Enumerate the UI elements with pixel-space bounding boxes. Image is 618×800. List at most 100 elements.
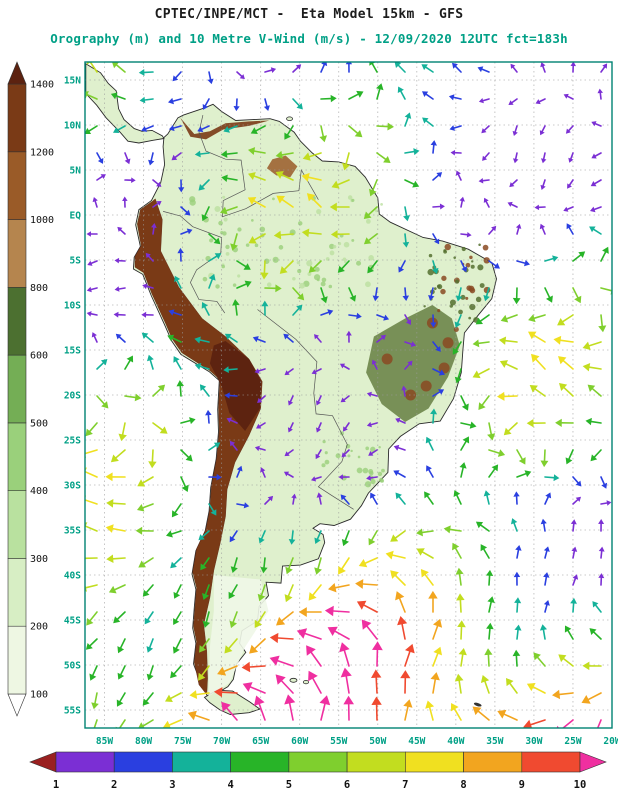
wind-arrow-shaft bbox=[482, 98, 490, 102]
wind-arrow-head bbox=[108, 585, 117, 594]
lon-tick-label: 55W bbox=[330, 736, 347, 747]
wind-arrow-head bbox=[208, 273, 216, 281]
wind-arrow-shaft bbox=[201, 665, 210, 677]
wind-arrow-head bbox=[186, 228, 193, 235]
wind-arrow-shaft bbox=[86, 93, 98, 100]
wind-arrow-shaft bbox=[194, 714, 210, 721]
wind-arrow-shaft bbox=[404, 287, 407, 297]
wind-arrow-shaft bbox=[516, 472, 527, 478]
lat-tick-label: 40S bbox=[64, 571, 81, 582]
wind-arrow-shaft bbox=[281, 152, 294, 156]
wind-arrow-shaft bbox=[516, 602, 519, 613]
wind-arrow-head bbox=[156, 181, 162, 187]
lat-tick-label: 10N bbox=[64, 121, 81, 132]
wind-arrow-shaft bbox=[204, 584, 210, 596]
wind-arrow-head bbox=[319, 695, 331, 706]
wind-arrow-shaft bbox=[460, 422, 472, 426]
wind-arrow-shaft bbox=[488, 628, 491, 640]
vegetation-speckle bbox=[328, 284, 333, 289]
wind-arrow-head bbox=[482, 155, 488, 161]
wind-arrow-shaft bbox=[513, 522, 518, 532]
wind-arrow-shaft bbox=[199, 365, 210, 370]
vegetation-speckle bbox=[380, 203, 383, 206]
wind-arrow-head bbox=[383, 156, 391, 163]
lon-tick-label: 75W bbox=[174, 736, 191, 747]
wind-arrow-shaft bbox=[404, 179, 415, 185]
wind-arrow-shaft bbox=[449, 528, 462, 532]
wind-arrow-head bbox=[555, 418, 562, 427]
wind-arrow-head bbox=[146, 673, 154, 681]
wind-arrow-shaft bbox=[256, 338, 266, 343]
wind-arrow-head bbox=[101, 401, 109, 409]
lat-tick-label: 10S bbox=[64, 301, 81, 312]
wind-arrow-shaft bbox=[542, 179, 546, 187]
wind-arrow-shaft bbox=[477, 368, 490, 376]
south-georgia-island bbox=[473, 702, 482, 707]
wind-arrow-shaft bbox=[432, 260, 437, 270]
wind-arrow-head bbox=[589, 226, 596, 233]
wind-arrow-shaft bbox=[112, 527, 126, 532]
wind-arrow-shaft bbox=[572, 498, 579, 505]
wind-arrow-shaft bbox=[235, 304, 238, 316]
wind-arrow-shaft bbox=[374, 287, 378, 297]
wind-arrow-head bbox=[340, 667, 352, 678]
wind-arrow-shaft bbox=[484, 680, 490, 694]
wind-arrow-shaft bbox=[376, 337, 384, 343]
wind-arrow-shaft bbox=[533, 334, 546, 343]
wind-arrow-head bbox=[118, 433, 127, 442]
orography-colorbar-segment bbox=[7, 422, 27, 491]
wind-arrow-shaft bbox=[112, 557, 126, 560]
wind-arrow-shaft bbox=[236, 503, 246, 507]
wind-arrow-head bbox=[449, 125, 455, 131]
highland-speckle bbox=[436, 284, 441, 288]
wind-arrow-head bbox=[475, 521, 484, 529]
wind-arrow-head bbox=[515, 223, 522, 229]
wind-arrow-shaft bbox=[264, 498, 271, 505]
wind-arrow-shaft bbox=[460, 440, 467, 451]
wind-arrow-head bbox=[329, 202, 337, 212]
wind-arrow-shaft bbox=[600, 314, 604, 327]
falkland-islands bbox=[302, 679, 309, 685]
wind-arrow-head bbox=[189, 690, 198, 699]
wind-arrow-shaft bbox=[201, 530, 210, 538]
wind-arrow-shaft bbox=[208, 278, 213, 289]
wind-arrow-head bbox=[85, 553, 86, 563]
wind-arrow-head bbox=[285, 566, 293, 575]
wind-arrow-head bbox=[565, 457, 573, 465]
wind-arrow-head bbox=[86, 286, 92, 293]
wind-arrow-head bbox=[598, 519, 605, 524]
wind-arrow-head bbox=[306, 645, 316, 656]
orography-scale-label: 200 bbox=[30, 622, 48, 633]
wind-arrow-shaft bbox=[572, 254, 582, 262]
wind-arrow-shaft bbox=[94, 200, 98, 208]
wind-arrow-shaft bbox=[456, 494, 462, 505]
wind-arrow-shaft bbox=[532, 686, 546, 694]
wind-arrow-shaft bbox=[260, 584, 266, 597]
wind-scale-label: 4 bbox=[228, 779, 234, 791]
wind-arrow-head bbox=[86, 618, 94, 626]
wind-arrow-head bbox=[472, 706, 482, 716]
wind-arrow-shaft bbox=[320, 703, 326, 721]
highland-speckle bbox=[441, 275, 447, 281]
wind-arrow-shaft bbox=[544, 576, 548, 586]
wind-arrow-shaft bbox=[119, 692, 126, 703]
wind-arrow-shaft bbox=[221, 691, 238, 694]
orography-scale-label: 600 bbox=[30, 351, 48, 362]
wind-arrow-shaft bbox=[479, 314, 490, 322]
wind-arrow-head bbox=[273, 230, 282, 240]
wind-arrow-shaft bbox=[516, 227, 520, 235]
wind-arrow-head bbox=[430, 322, 437, 328]
wind-arrow-head bbox=[252, 336, 259, 343]
wind-arrow-shaft bbox=[231, 443, 238, 451]
wind-arrow-shaft bbox=[511, 98, 518, 104]
vegetation-speckle bbox=[272, 256, 279, 263]
wind-arrow-head bbox=[260, 567, 268, 574]
wind-arrow-head bbox=[124, 158, 131, 165]
wind-arrow-shaft bbox=[317, 422, 322, 430]
wind-arrow-shaft bbox=[454, 65, 462, 73]
wind-arrow-shaft bbox=[453, 708, 462, 721]
wind-arrow-shaft bbox=[544, 496, 550, 505]
wind-arrow-shaft bbox=[394, 574, 406, 586]
wind-arrow-head bbox=[314, 537, 321, 544]
wind-arrow-shaft bbox=[515, 655, 518, 667]
